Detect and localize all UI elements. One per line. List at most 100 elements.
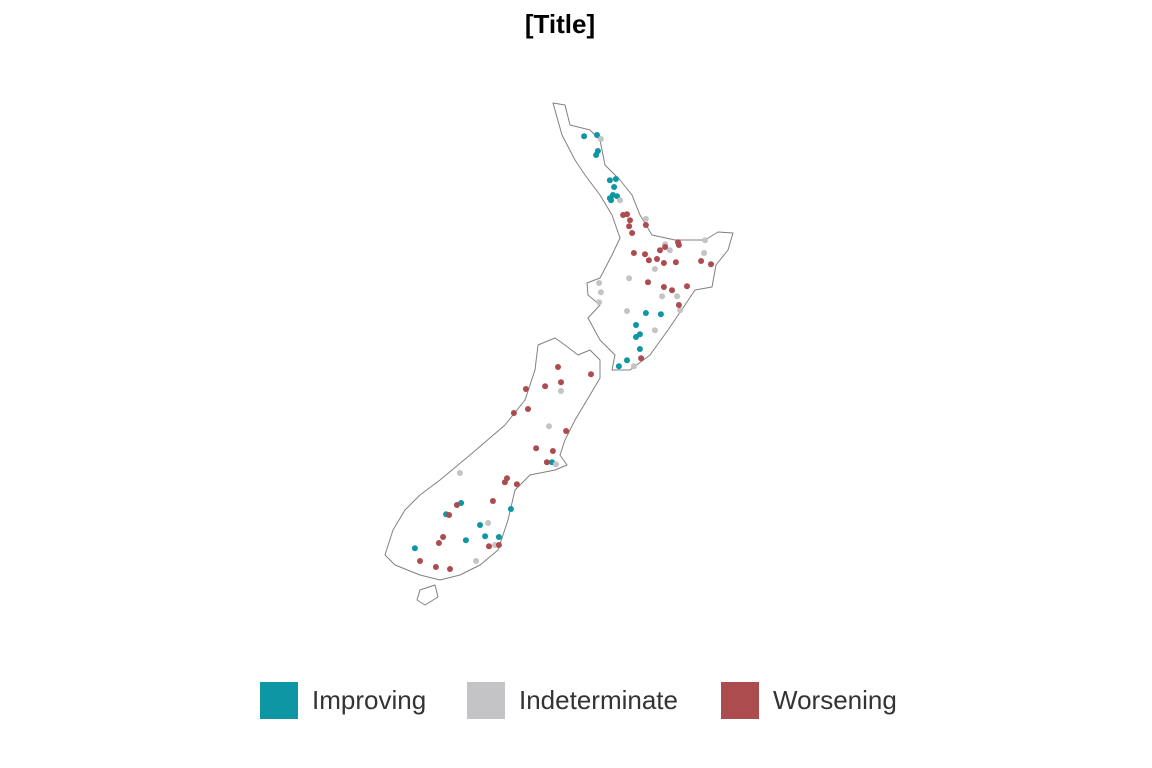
site-point	[633, 334, 639, 340]
site-point	[701, 250, 708, 256]
site-point	[552, 461, 559, 468]
site-point	[708, 261, 714, 268]
chart-title: [Title]	[525, 9, 595, 39]
site-point	[675, 302, 682, 308]
site-point	[660, 260, 667, 266]
legend-swatch	[467, 682, 505, 719]
site-point	[666, 247, 673, 254]
site-point	[507, 506, 514, 512]
site-point	[456, 470, 463, 476]
site-point	[417, 558, 423, 564]
site-point	[654, 256, 660, 262]
site-point	[606, 177, 613, 184]
site-point	[669, 287, 675, 294]
site-point	[435, 540, 442, 546]
site-point	[525, 406, 531, 412]
site-point	[651, 266, 658, 272]
site-point	[642, 251, 648, 258]
site-point	[612, 176, 619, 182]
site-point	[533, 445, 540, 452]
site-point	[684, 283, 690, 290]
site-point	[627, 217, 633, 224]
site-point	[495, 534, 502, 540]
site-point	[542, 383, 549, 390]
site-point	[659, 293, 666, 300]
site-point	[581, 133, 588, 140]
site-point	[477, 522, 483, 528]
site-point	[489, 498, 496, 504]
site-point	[617, 197, 624, 204]
stewart-island	[416, 584, 439, 606]
site-point	[558, 388, 564, 394]
site-point	[462, 537, 469, 544]
site-point	[642, 216, 649, 222]
legend-label: Improving	[312, 685, 426, 715]
site-point	[630, 363, 637, 370]
south-island	[384, 337, 601, 581]
site-point	[615, 363, 622, 370]
site-point	[657, 311, 664, 318]
site-point	[446, 512, 453, 518]
site-point	[485, 520, 492, 526]
site-point	[611, 184, 618, 190]
site-point	[642, 222, 649, 228]
site-point	[593, 152, 600, 158]
site-point	[411, 545, 418, 552]
site-point	[513, 481, 520, 488]
site-point	[501, 479, 508, 486]
legend-label: Worsening	[773, 685, 897, 715]
site-point	[555, 364, 561, 370]
site-point	[645, 279, 651, 286]
site-point	[453, 502, 460, 508]
site-point	[447, 566, 453, 572]
site-point	[624, 308, 630, 314]
site-point	[633, 322, 639, 328]
site-point	[543, 459, 550, 466]
site-point	[432, 564, 439, 570]
site-point	[698, 258, 705, 264]
site-point	[626, 223, 633, 230]
north-island	[552, 102, 734, 371]
site-point	[473, 558, 480, 564]
site-point	[482, 533, 489, 540]
site-point	[660, 284, 667, 290]
legend-label: Indeterminate	[519, 685, 678, 715]
site-point	[624, 211, 630, 218]
site-point	[624, 357, 630, 364]
site-point	[563, 428, 570, 434]
site-point	[594, 132, 600, 138]
coastline	[384, 102, 734, 606]
site-point	[630, 250, 637, 256]
site-point	[674, 293, 681, 300]
site-point	[675, 242, 682, 248]
site-point	[657, 247, 663, 254]
site-point	[522, 386, 529, 392]
site-point	[549, 448, 556, 454]
site-point	[642, 310, 649, 316]
site-point	[546, 423, 552, 430]
site-point	[440, 534, 447, 540]
site-point	[597, 289, 604, 296]
site-point	[636, 346, 643, 352]
site-point	[495, 542, 502, 548]
site-point	[626, 275, 633, 282]
legend-swatch	[721, 682, 759, 719]
site-point	[606, 195, 613, 202]
site-point	[596, 299, 603, 306]
site-point	[558, 379, 564, 386]
site-point	[486, 543, 492, 550]
site-point	[510, 410, 517, 416]
site-point	[596, 280, 603, 286]
points	[411, 132, 714, 572]
site-point	[672, 259, 679, 266]
site-point	[588, 371, 594, 378]
site-point	[597, 136, 604, 142]
site-point	[645, 257, 652, 264]
site-point	[638, 355, 645, 362]
legend-swatch	[260, 682, 298, 719]
site-point	[651, 327, 658, 334]
site-point	[702, 237, 708, 244]
site-point	[662, 244, 669, 250]
site-point	[677, 307, 684, 314]
